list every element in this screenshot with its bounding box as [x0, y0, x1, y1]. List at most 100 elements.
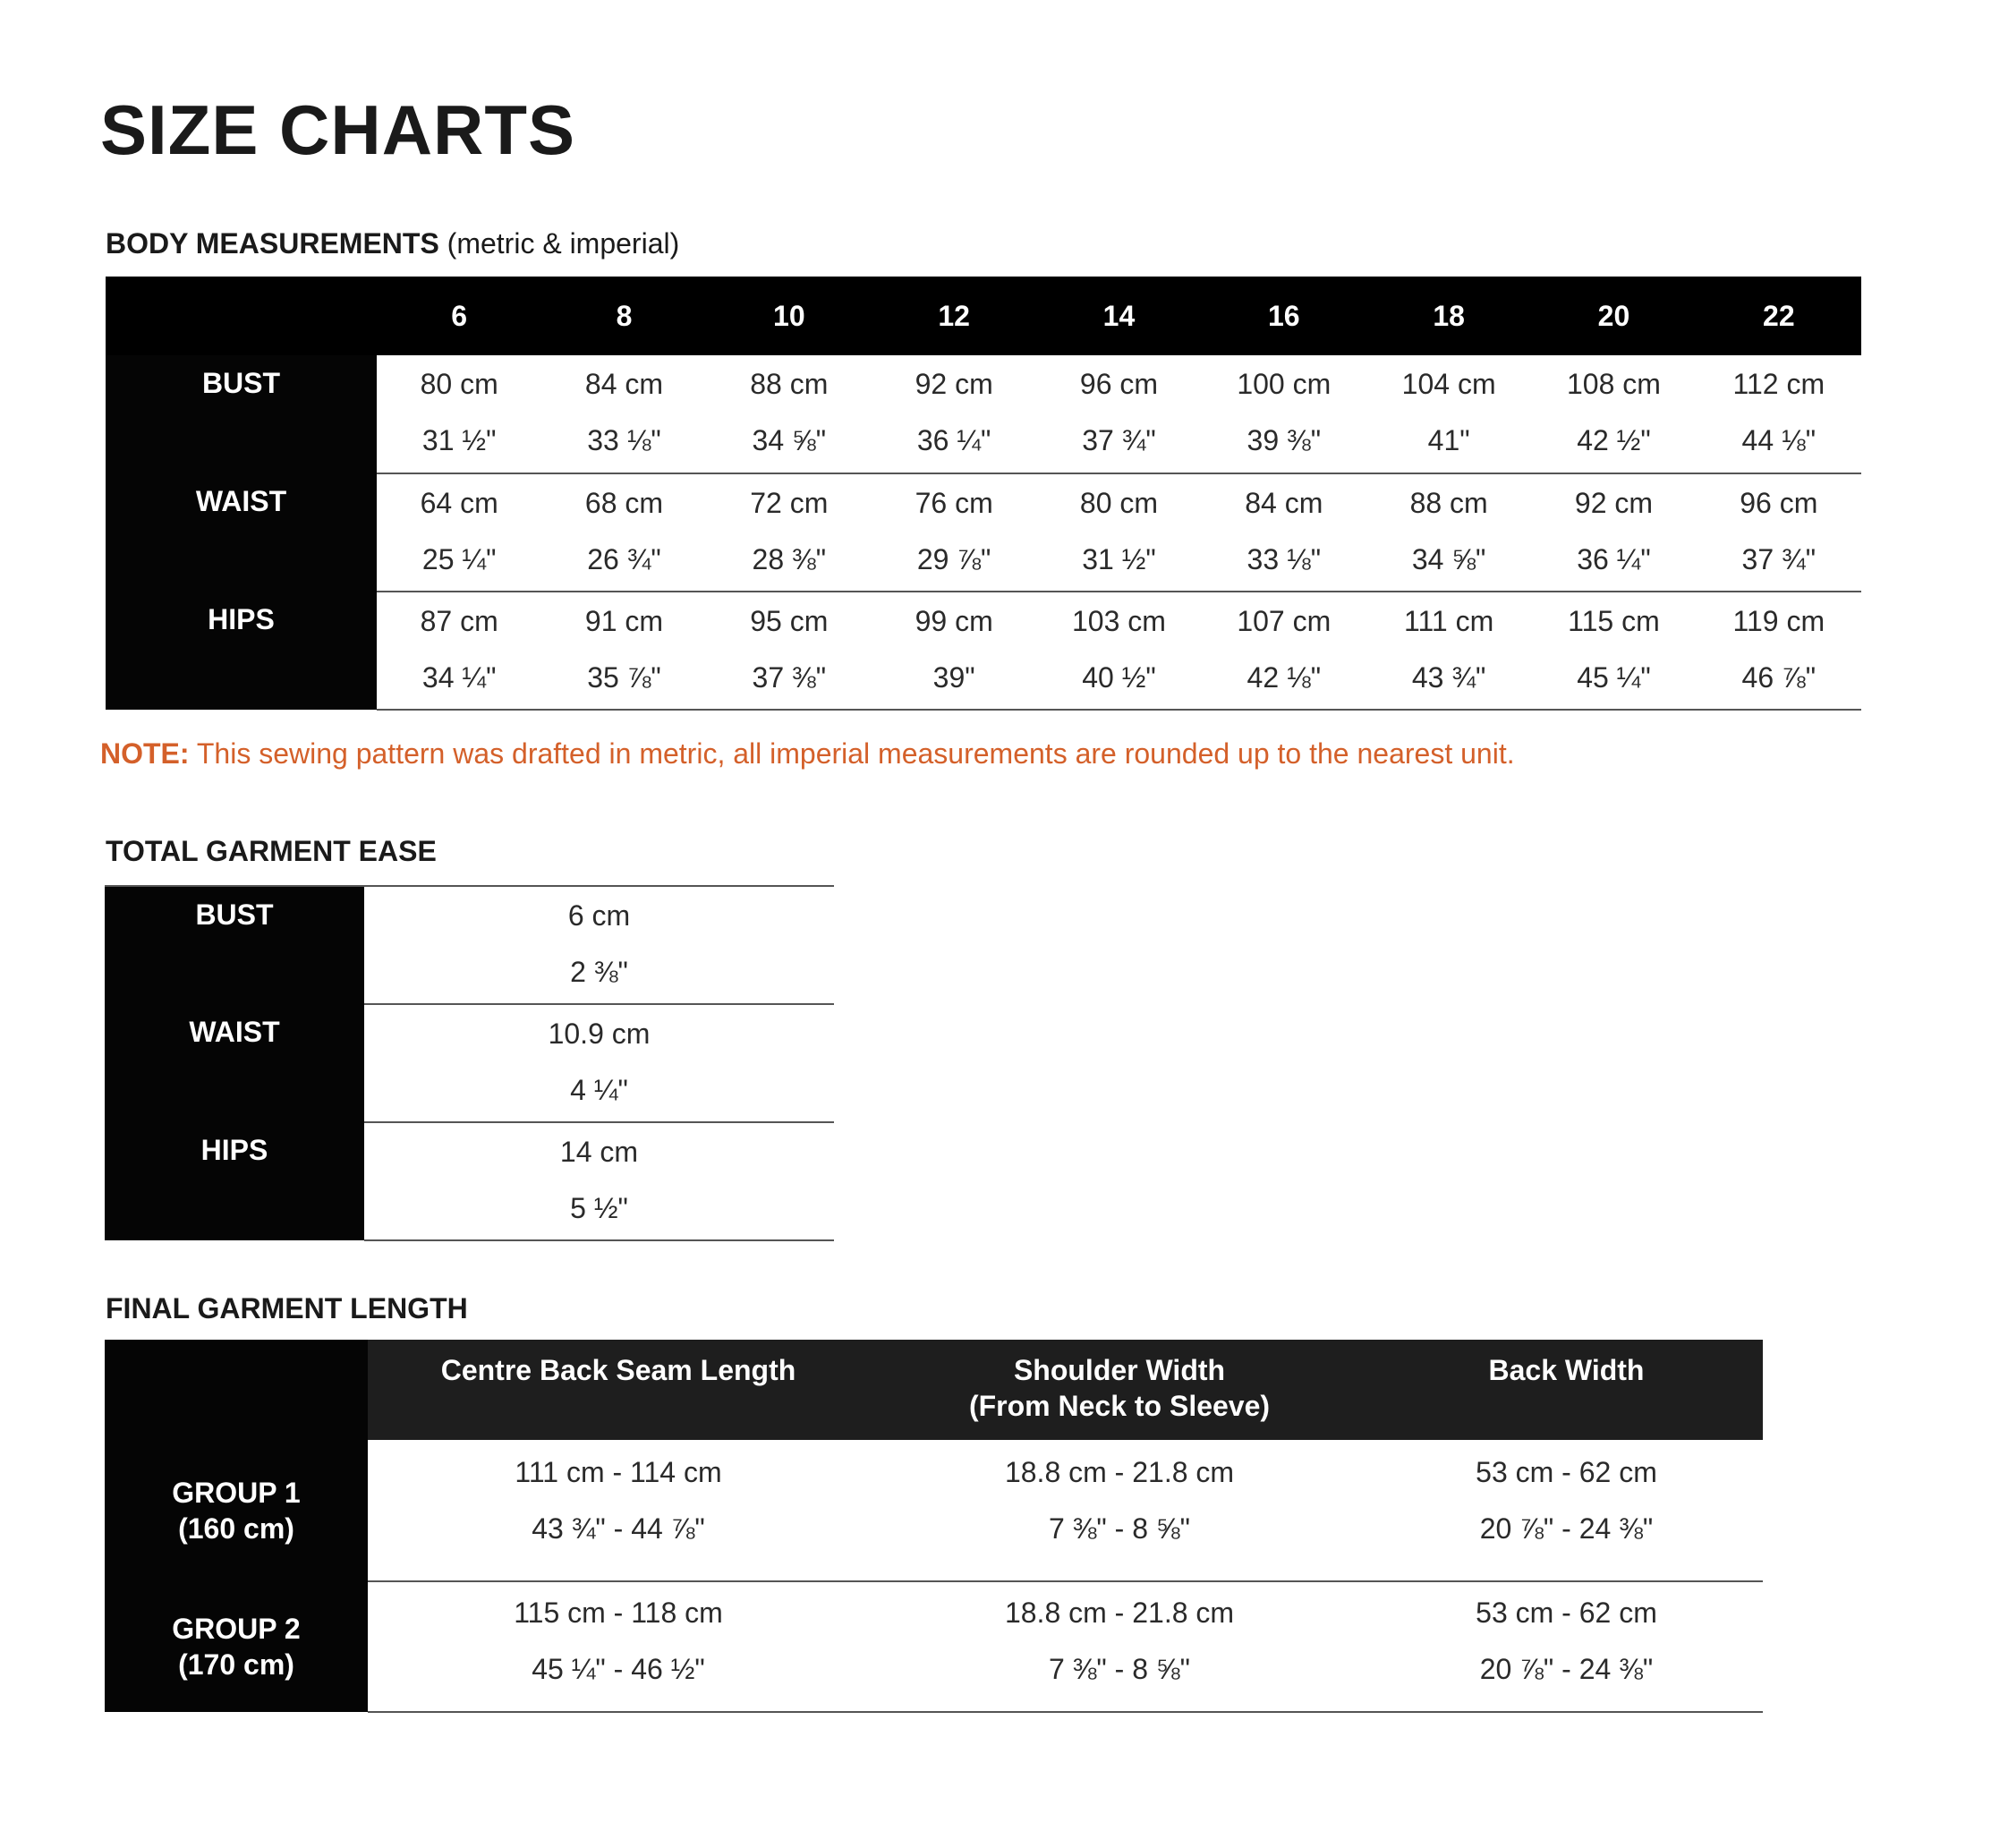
column-header-line1: Shoulder Width — [1013, 1354, 1226, 1386]
column-header-line1: Centre Back Seam Length — [440, 1354, 796, 1386]
imperial-value: 39" — [932, 661, 975, 694]
imperial-value: 20 ⅞" - 24 ⅜" — [1479, 1512, 1654, 1545]
measurement-cell: 64 cm 25 ¼" — [377, 473, 542, 592]
metric-value: 88 cm — [750, 368, 829, 400]
table-row: BUST 80 cm 31 ½" 84 cm 33 ⅛" 88 cm 34 ⅝" 92 cm 3… — [106, 355, 1861, 473]
metric-value: 88 cm — [1409, 487, 1488, 519]
imperial-value: 42 ½" — [1577, 424, 1651, 456]
length-cell: 18.8 cm - 21.8 cm 7 ⅜" - 8 ⅝" — [869, 1440, 1370, 1581]
imperial-value: 31 ½" — [1082, 543, 1156, 575]
imperial-value: 25 ¼" — [421, 543, 497, 575]
imperial-value: 37 ¾" — [1741, 543, 1817, 575]
metric-value: 84 cm — [584, 368, 664, 400]
measurement-cell: 115 cm 45 ¼" — [1531, 591, 1697, 711]
ease-cell: 14 cm 5 ½" — [364, 1121, 834, 1241]
imperial-value: 5 ½" — [570, 1192, 628, 1224]
imperial-value: 42 ⅛" — [1246, 661, 1322, 694]
imperial-value: 36 ¼" — [1577, 543, 1651, 575]
imperial-value: 34 ⅝" — [752, 424, 827, 456]
row-label-text: WAIST — [195, 485, 287, 517]
measurement-cell: 112 cm 44 ⅛" — [1697, 355, 1861, 473]
metric-value: 10.9 cm — [548, 1018, 651, 1050]
metric-value: 115 cm — [1568, 605, 1660, 637]
metric-value: 72 cm — [750, 487, 829, 519]
body-measurements-heading: BODY MEASUREMENTS (metric & imperial) — [106, 227, 679, 260]
length-cell: 53 cm - 62 cm 20 ⅞" - 24 ⅜" — [1370, 1440, 1763, 1581]
size-header-10: 10 — [706, 277, 872, 355]
metric-value: 96 cm — [1079, 368, 1159, 400]
size-header-22: 22 — [1696, 277, 1861, 355]
table-row: GROUP 1 (160 cm) 111 cm - 114 cm 43 ¾" - 44… — [105, 1440, 1763, 1581]
metric-value: 14 cm — [559, 1136, 639, 1168]
imperial-value: 7 ⅜" - 8 ⅝" — [1049, 1512, 1190, 1545]
imperial-value: 46 ⅞" — [1741, 661, 1817, 694]
size-header-14: 14 — [1036, 277, 1202, 355]
imperial-value: 43 ¾" — [1411, 661, 1486, 694]
imperial-value: 26 ¾" — [587, 543, 661, 575]
metric-value: 115 cm - 118 cm — [514, 1597, 723, 1629]
column-header-line1: Back Width — [1488, 1354, 1645, 1386]
imperial-value: 45 ¼" - 46 ½" — [532, 1653, 705, 1685]
length-cell: 18.8 cm - 21.8 cm 7 ⅜" - 8 ⅝" — [869, 1580, 1370, 1713]
size-header-8: 8 — [541, 277, 707, 355]
metric-value: 100 cm — [1237, 368, 1332, 400]
imperial-value: 41" — [1427, 424, 1470, 456]
measurement-cell: 91 cm 35 ⅞" — [541, 591, 707, 711]
note-text: This sewing pattern was drafted in metri… — [189, 737, 1515, 770]
metric-value: 64 cm — [420, 487, 498, 519]
metric-value: 53 cm - 62 cm — [1476, 1597, 1657, 1629]
row-label-waist: WAIST — [105, 1004, 364, 1122]
metric-value: 107 cm — [1237, 605, 1332, 637]
metric-value: 91 cm — [584, 605, 664, 637]
measurement-cell: 87 cm 34 ¼" — [377, 591, 542, 711]
measurement-cell: 80 cm 31 ½" — [1036, 473, 1202, 592]
imperial-value: 28 ⅜" — [752, 543, 827, 575]
group-height: (160 cm) — [178, 1512, 294, 1545]
row-label-bust: BUST — [105, 886, 364, 1004]
ease-cell: 10.9 cm 4 ¼" — [364, 1003, 834, 1122]
imperial-value: 33 ⅛" — [587, 424, 661, 456]
metric-value: 6 cm — [567, 899, 631, 932]
body-measurements-table: 6 8 10 12 14 16 18 20 22 BUST 80 cm 31 ½" 84 cm 33 ⅛… — [106, 277, 1861, 711]
length-cell: 115 cm - 118 cm 45 ¼" - 46 ½" — [368, 1580, 869, 1713]
final-length-table: Centre Back Seam Length Shoulder Width (Fr… — [105, 1340, 1763, 1713]
metric-value: 104 cm — [1401, 368, 1496, 400]
table-row: WAIST 10.9 cm 4 ¼" — [105, 1003, 834, 1122]
metric-value: 96 cm — [1740, 487, 1818, 519]
table-row: HIPS 14 cm 5 ½" — [105, 1121, 834, 1241]
measurement-cell: 108 cm 42 ½" — [1531, 355, 1696, 473]
measurement-cell: 72 cm 28 ⅜" — [706, 473, 872, 592]
row-label-text: WAIST — [189, 1016, 280, 1048]
row-label-text: HIPS — [208, 603, 275, 635]
imperial-value: 37 ⅜" — [752, 661, 827, 694]
metric-value: 111 cm — [1404, 605, 1494, 637]
column-header: Centre Back Seam Length — [368, 1340, 869, 1440]
measurement-cell: 100 cm 39 ⅜" — [1202, 355, 1366, 473]
imperial-value: 37 ¾" — [1082, 424, 1156, 456]
size-header-20: 20 — [1531, 277, 1697, 355]
size-header-12: 12 — [871, 277, 1037, 355]
imperial-value: 36 ¼" — [916, 424, 991, 456]
garment-ease-table: BUST 6 cm 2 ⅜" WAIST 10.9 cm 4 ¼" HIPS 14 cm 5 ½… — [105, 885, 834, 1241]
measurement-cell: 95 cm 37 ⅜" — [706, 591, 872, 711]
measurement-cell: 104 cm 41" — [1366, 355, 1531, 473]
length-cell: 53 cm - 62 cm 20 ⅞" - 24 ⅜" — [1370, 1580, 1763, 1713]
measurement-cell: 88 cm 34 ⅝" — [1366, 473, 1532, 592]
row-label-hips: HIPS — [105, 1122, 364, 1240]
table-row: GROUP 2 (170 cm) 115 cm - 118 cm 45 ¼" - 46… — [105, 1580, 1763, 1713]
page-title: SIZE CHARTS — [100, 90, 576, 169]
group-height: (170 cm) — [178, 1648, 294, 1681]
row-label-text: BUST — [201, 367, 281, 399]
metric-value: 95 cm — [750, 605, 829, 637]
group-label: GROUP 1 — [172, 1477, 301, 1509]
garment-ease-heading: TOTAL GARMENT EASE — [106, 835, 437, 867]
table-row: BUST 6 cm 2 ⅜" — [105, 886, 834, 1004]
size-header-18: 18 — [1366, 277, 1532, 355]
imperial-value: 29 ⅞" — [916, 543, 991, 575]
column-header-line2: (From Neck to Sleeve) — [968, 1390, 1271, 1422]
column-header: Back Width — [1370, 1340, 1763, 1440]
note-label: NOTE: — [100, 737, 190, 770]
row-label-waist: WAIST — [106, 473, 377, 592]
metric-value: 119 cm — [1732, 605, 1825, 637]
metric-value: 111 cm - 114 cm — [515, 1456, 722, 1488]
